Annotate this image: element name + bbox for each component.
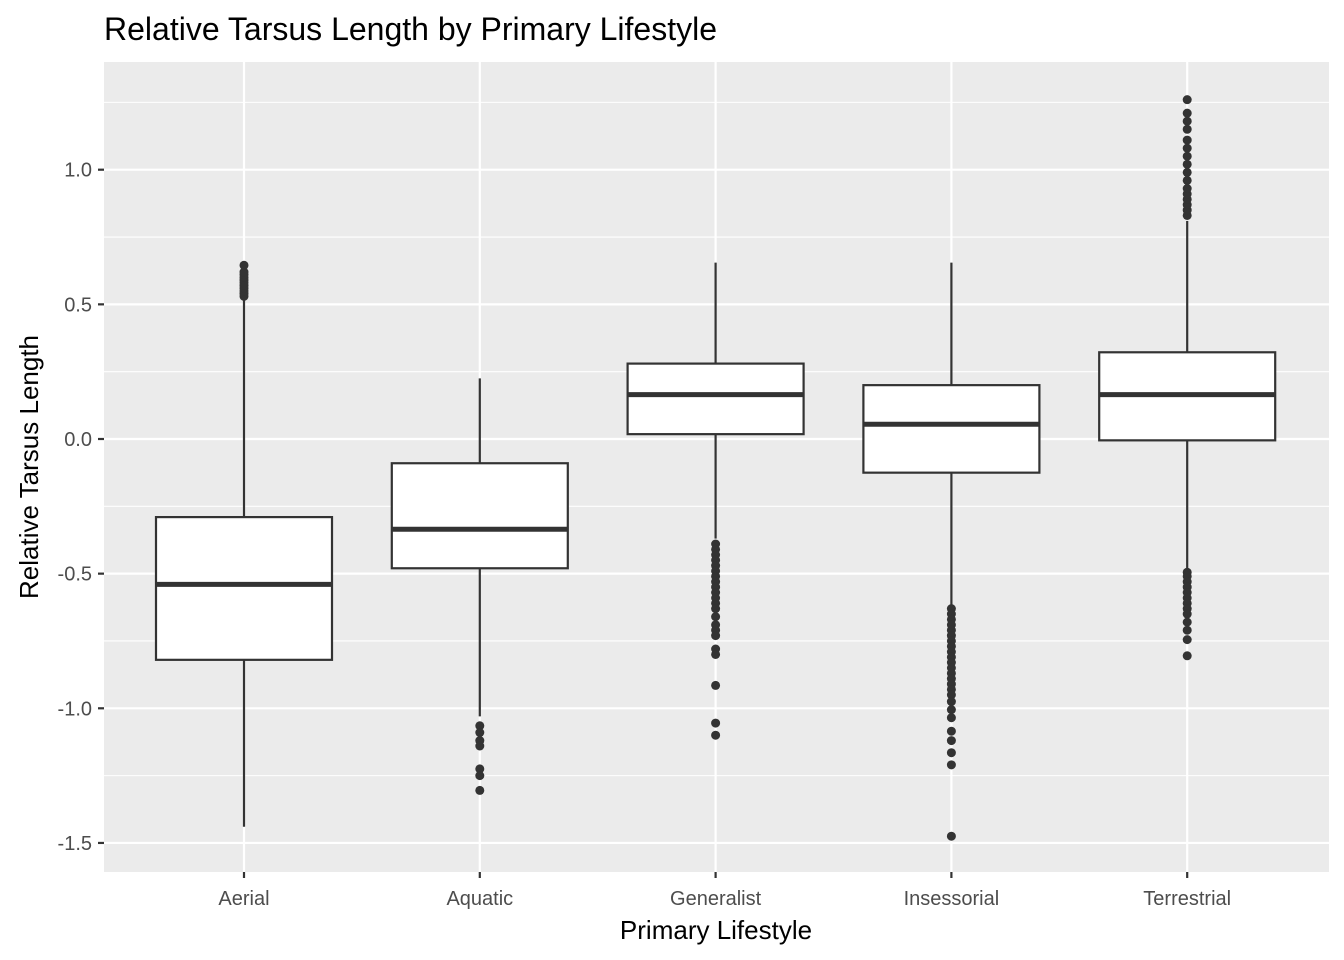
outlier-point [475, 771, 485, 781]
x-tick-label: Aquatic [446, 888, 513, 910]
box-aerial [154, 260, 334, 827]
x-tick-label: Aerial [218, 888, 269, 910]
outlier-point [946, 736, 956, 746]
outlier-point [475, 728, 485, 738]
outlier-point [711, 612, 721, 622]
outlier-point [946, 726, 956, 736]
outlier-point [946, 697, 956, 707]
box-body [862, 384, 1041, 474]
outlier-point [1182, 175, 1192, 185]
boxes [154, 95, 1277, 841]
x-axis-title: Primary Lifestyle [620, 915, 812, 945]
outlier-point [946, 713, 956, 723]
outlier-point [1182, 651, 1192, 661]
outlier-point [1182, 116, 1192, 126]
outlier-point [239, 260, 249, 270]
box-insessorial [862, 262, 1041, 841]
outlier-point [1182, 135, 1192, 145]
outlier-point [1182, 143, 1192, 153]
outlier-point [1182, 609, 1192, 619]
x-tick-label: Insessorial [904, 888, 1000, 910]
outlier-point [711, 604, 721, 614]
outlier-point [475, 785, 485, 795]
outlier-point [239, 267, 249, 277]
outlier-point [946, 690, 956, 700]
outlier-point [711, 631, 721, 641]
outlier-point [475, 741, 485, 751]
y-tick-label: -1.5 [58, 833, 92, 855]
outlier-point [1182, 184, 1192, 194]
outlier-point [1182, 95, 1192, 105]
outlier-point [1182, 159, 1192, 169]
outlier-point [711, 718, 721, 728]
outlier-point [1182, 167, 1192, 177]
outlier-point [1182, 108, 1192, 118]
outlier-point [1182, 151, 1192, 161]
y-axis-title: Relative Tarsus Length [14, 335, 44, 599]
x-tick-label: Generalist [670, 888, 762, 910]
y-tick-label: 0.0 [64, 429, 92, 451]
outlier-point [1182, 635, 1192, 645]
x-axis: Aerial Aquatic Generalist Insessorial Terres… [218, 872, 1231, 910]
outlier-point [475, 764, 485, 774]
y-axis: -1.5 -1.0 -0.5 0.0 0.5 1.0 [58, 160, 104, 855]
box-terrestrial [1098, 95, 1277, 661]
outlier-point [1182, 124, 1192, 134]
outlier-point [711, 649, 721, 659]
chart-title: Relative Tarsus Length by Primary Lifest… [104, 11, 717, 47]
outlier-point [946, 705, 956, 715]
outlier-point [946, 760, 956, 770]
y-tick-label: -1.0 [58, 698, 92, 720]
outlier-point [946, 831, 956, 841]
outlier-point [711, 680, 721, 690]
x-tick-label: Terrestrial [1143, 888, 1231, 910]
box-body [154, 515, 334, 661]
box-aquatic [390, 378, 569, 795]
outlier-point [1182, 617, 1192, 627]
outlier-point [946, 748, 956, 758]
y-tick-label: 0.5 [64, 294, 92, 316]
outlier-point [475, 721, 485, 731]
box-generalist [626, 262, 805, 740]
box-body [390, 462, 569, 570]
y-tick-label: -0.5 [58, 564, 92, 586]
outlier-point [711, 730, 721, 740]
outlier-point [1182, 625, 1192, 635]
box-body [626, 362, 805, 436]
y-tick-label: 1.0 [64, 160, 92, 182]
